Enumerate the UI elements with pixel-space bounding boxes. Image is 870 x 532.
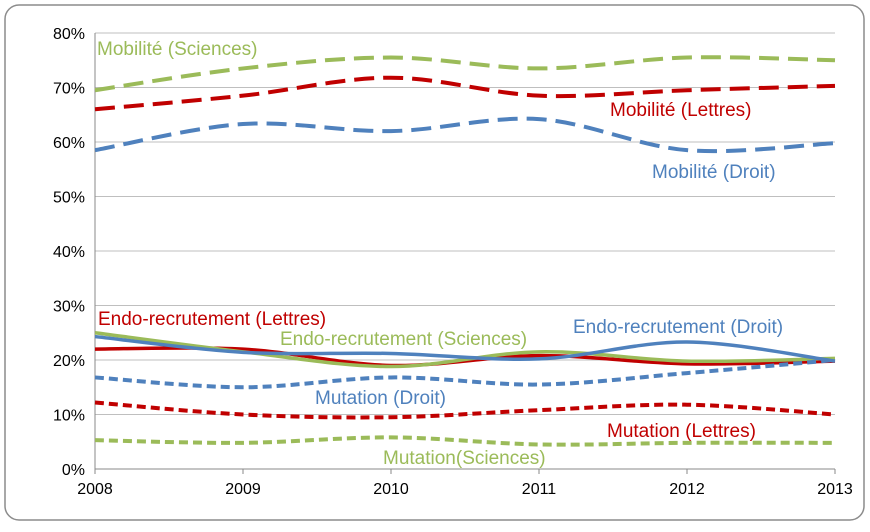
x-tick-label: 2013 — [817, 481, 853, 498]
y-tick-label: 0% — [62, 462, 85, 479]
y-tick-label: 60% — [53, 135, 85, 152]
series-label: Endo-recrutement (Sciences) — [280, 329, 527, 350]
x-tick-label: 2010 — [373, 481, 409, 498]
series-label: Mobilité (Droit) — [652, 162, 776, 183]
x-tick-label: 2011 — [522, 481, 557, 498]
series-line — [94, 400, 836, 420]
series-label: Mobilité (Lettres) — [610, 100, 752, 121]
series-line — [94, 116, 836, 154]
y-tick-label: 10% — [53, 408, 85, 425]
series-label: Mutation (Lettres) — [607, 421, 756, 442]
series-line — [94, 334, 836, 363]
series-label: Endo-recrutement (Lettres) — [98, 309, 326, 330]
x-tick-label: 2008 — [77, 481, 113, 498]
y-tick-label: 30% — [53, 299, 85, 316]
x-tick-label: 2009 — [225, 481, 261, 498]
series-line — [94, 75, 836, 112]
series-label: Mobilité (Sciences) — [97, 39, 258, 60]
y-tick-label: 50% — [53, 190, 85, 207]
y-tick-label: 20% — [53, 353, 85, 370]
series-label: Endo-recrutement (Droit) — [573, 317, 783, 338]
series-line — [94, 358, 836, 390]
series-label: Mutation (Droit) — [315, 388, 446, 409]
x-tick-label: 2012 — [669, 481, 705, 498]
series-label: Mutation(Sciences) — [383, 448, 546, 469]
y-tick-label: 40% — [53, 244, 85, 261]
y-tick-label: 70% — [53, 81, 85, 98]
y-tick-label: 80% — [53, 26, 85, 43]
series-line — [94, 435, 836, 447]
series-line — [94, 55, 836, 93]
chart-frame — [4, 4, 865, 521]
